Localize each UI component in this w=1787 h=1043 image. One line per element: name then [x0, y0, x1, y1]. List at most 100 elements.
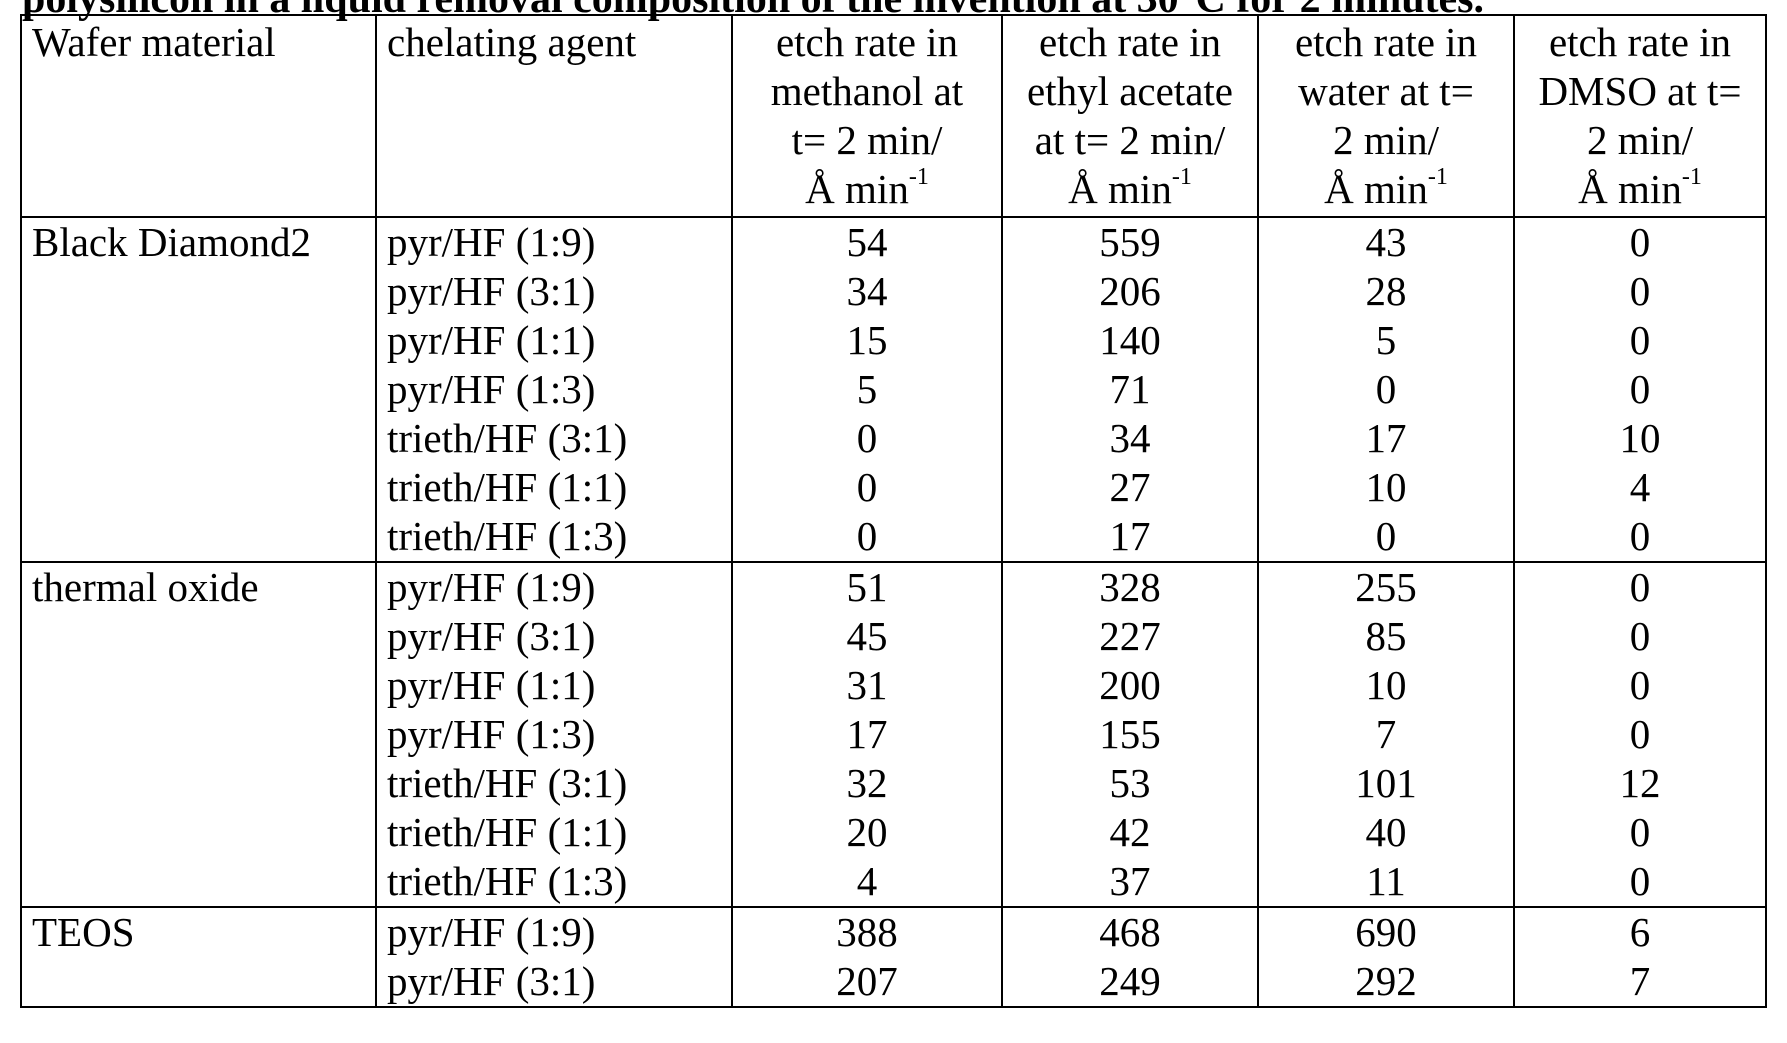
cell-ethyl-acetate: 155 — [1002, 710, 1258, 759]
header-ethyl-acetate: etch rate in ethyl acetate at t= 2 min/ … — [1002, 15, 1258, 217]
table-row: trieth/HF (1:3)437110 — [21, 857, 1766, 907]
cell-dmso: 0 — [1514, 710, 1766, 759]
table-row: trieth/HF (1:3)01700 — [21, 512, 1766, 562]
cell-wafer-material — [21, 267, 376, 316]
cell-ethyl-acetate: 227 — [1002, 612, 1258, 661]
cell-chelating-agent: trieth/HF (3:1) — [376, 759, 732, 808]
cell-dmso: 0 — [1514, 365, 1766, 414]
cell-chelating-agent: trieth/HF (1:1) — [376, 808, 732, 857]
cell-ethyl-acetate: 37 — [1002, 857, 1258, 907]
header-methanol: etch rate in methanol at t= 2 min/ Å min… — [732, 15, 1002, 217]
cell-water: 10 — [1258, 463, 1514, 512]
cell-dmso: 0 — [1514, 267, 1766, 316]
material-group: thermal oxidepyr/HF (1:9)513282550pyr/HF… — [21, 562, 1766, 907]
cell-water: 28 — [1258, 267, 1514, 316]
cell-dmso: 0 — [1514, 562, 1766, 612]
table-row: pyr/HF (1:1)31200100 — [21, 661, 1766, 710]
cell-dmso: 12 — [1514, 759, 1766, 808]
cell-wafer-material — [21, 759, 376, 808]
cell-chelating-agent: pyr/HF (3:1) — [376, 612, 732, 661]
cell-dmso: 0 — [1514, 661, 1766, 710]
etch-rate-table: Wafer material chelating agent etch rate… — [20, 14, 1767, 1008]
cell-wafer-material — [21, 414, 376, 463]
cell-water: 690 — [1258, 907, 1514, 957]
cell-water: 7 — [1258, 710, 1514, 759]
cell-ethyl-acetate: 249 — [1002, 957, 1258, 1007]
header-row: Wafer material chelating agent etch rate… — [21, 15, 1766, 217]
cell-methanol: 31 — [732, 661, 1002, 710]
cell-water: 40 — [1258, 808, 1514, 857]
table-row: pyr/HF (1:3)1715570 — [21, 710, 1766, 759]
cell-chelating-agent: pyr/HF (1:3) — [376, 365, 732, 414]
cell-water: 292 — [1258, 957, 1514, 1007]
cell-dmso: 0 — [1514, 857, 1766, 907]
header-wafer-material: Wafer material — [21, 15, 376, 217]
cell-wafer-material — [21, 316, 376, 365]
cell-ethyl-acetate: 140 — [1002, 316, 1258, 365]
cell-methanol: 0 — [732, 512, 1002, 562]
table-row: trieth/HF (1:1)2042400 — [21, 808, 1766, 857]
cell-ethyl-acetate: 42 — [1002, 808, 1258, 857]
cell-dmso: 0 — [1514, 512, 1766, 562]
cell-methanol: 45 — [732, 612, 1002, 661]
cell-methanol: 0 — [732, 463, 1002, 512]
cell-ethyl-acetate: 468 — [1002, 907, 1258, 957]
cell-water: 0 — [1258, 365, 1514, 414]
header-chelating-agent: chelating agent — [376, 15, 732, 217]
cell-chelating-agent: pyr/HF (1:1) — [376, 661, 732, 710]
table-row: pyr/HF (3:1)2072492927 — [21, 957, 1766, 1007]
cell-methanol: 388 — [732, 907, 1002, 957]
cell-ethyl-acetate: 71 — [1002, 365, 1258, 414]
header-water: etch rate in water at t= 2 min/ Å min-1 — [1258, 15, 1514, 217]
cell-methanol: 54 — [732, 217, 1002, 267]
cell-ethyl-acetate: 559 — [1002, 217, 1258, 267]
cell-methanol: 5 — [732, 365, 1002, 414]
cell-wafer-material: Black Diamond2 — [21, 217, 376, 267]
cell-ethyl-acetate: 34 — [1002, 414, 1258, 463]
cell-water: 11 — [1258, 857, 1514, 907]
cell-water: 85 — [1258, 612, 1514, 661]
cell-wafer-material — [21, 661, 376, 710]
cell-dmso: 0 — [1514, 217, 1766, 267]
cell-wafer-material — [21, 463, 376, 512]
cell-ethyl-acetate: 206 — [1002, 267, 1258, 316]
cell-wafer-material — [21, 710, 376, 759]
material-group: TEOSpyr/HF (1:9)3884686906pyr/HF (3:1)20… — [21, 907, 1766, 1007]
cell-water: 101 — [1258, 759, 1514, 808]
cell-chelating-agent: pyr/HF (1:9) — [376, 562, 732, 612]
cell-ethyl-acetate: 53 — [1002, 759, 1258, 808]
cell-methanol: 51 — [732, 562, 1002, 612]
cell-water: 43 — [1258, 217, 1514, 267]
cell-dmso: 10 — [1514, 414, 1766, 463]
cell-chelating-agent: trieth/HF (1:1) — [376, 463, 732, 512]
cell-ethyl-acetate: 200 — [1002, 661, 1258, 710]
cell-wafer-material: TEOS — [21, 907, 376, 957]
cell-chelating-agent: pyr/HF (1:3) — [376, 710, 732, 759]
cell-methanol: 20 — [732, 808, 1002, 857]
cell-water: 0 — [1258, 512, 1514, 562]
cell-methanol: 15 — [732, 316, 1002, 365]
cell-chelating-agent: trieth/HF (1:3) — [376, 512, 732, 562]
table-row: pyr/HF (1:3)57100 — [21, 365, 1766, 414]
cell-dmso: 4 — [1514, 463, 1766, 512]
header-dmso: etch rate in DMSO at t= 2 min/ Å min-1 — [1514, 15, 1766, 217]
cell-chelating-agent: trieth/HF (3:1) — [376, 414, 732, 463]
cell-wafer-material — [21, 512, 376, 562]
cell-dmso: 0 — [1514, 612, 1766, 661]
table-row: trieth/HF (3:1)0341710 — [21, 414, 1766, 463]
cell-chelating-agent: trieth/HF (1:3) — [376, 857, 732, 907]
material-group: Black Diamond2pyr/HF (1:9)54559430pyr/HF… — [21, 217, 1766, 562]
cell-methanol: 34 — [732, 267, 1002, 316]
cell-wafer-material — [21, 957, 376, 1007]
cell-water: 17 — [1258, 414, 1514, 463]
table-row: Black Diamond2pyr/HF (1:9)54559430 — [21, 217, 1766, 267]
cell-water: 5 — [1258, 316, 1514, 365]
cell-water: 255 — [1258, 562, 1514, 612]
cell-dmso: 7 — [1514, 957, 1766, 1007]
table-row: thermal oxidepyr/HF (1:9)513282550 — [21, 562, 1766, 612]
cell-wafer-material — [21, 808, 376, 857]
cell-wafer-material — [21, 612, 376, 661]
cell-wafer-material: thermal oxide — [21, 562, 376, 612]
table-row: pyr/HF (3:1)34206280 — [21, 267, 1766, 316]
